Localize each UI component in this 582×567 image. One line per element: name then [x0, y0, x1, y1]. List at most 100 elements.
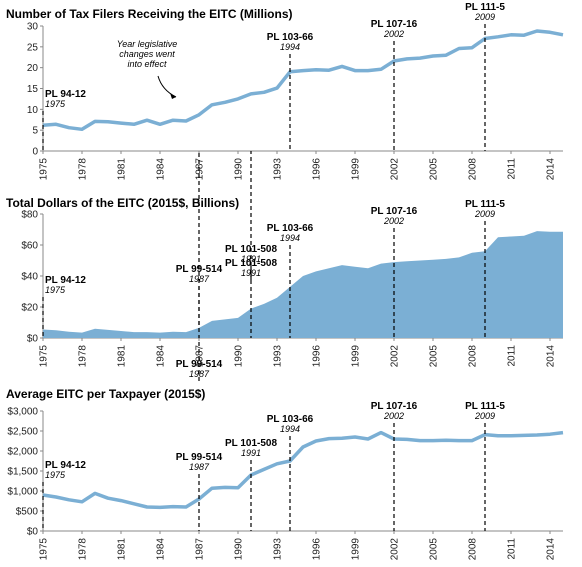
- chart-2-x-tick-label: 2011: [507, 538, 518, 560]
- chart-1-title: Total Dollars of the EITC (2015$, Billio…: [6, 196, 239, 210]
- chart-1-legislation-year: 1991: [241, 254, 261, 264]
- chart-1-y-tick-label: $60: [21, 241, 38, 252]
- chart-0-legislation-name: PL 103-66: [267, 32, 314, 43]
- chart-2-y-tick-label: $1,000: [7, 487, 38, 498]
- chart-2-x-tick-label: 2008: [468, 538, 479, 561]
- chart-2-x-tick-label: 1981: [117, 538, 128, 561]
- chart-1-area: [43, 231, 563, 338]
- chart-1-y-tick-label: $20: [21, 303, 38, 314]
- chart-2-x-tick-label: 1978: [78, 538, 89, 561]
- chart-2-x-tick-label: 1996: [312, 538, 323, 561]
- chart-2-y-tick-label: $1,500: [7, 467, 38, 478]
- chart-2-x-tick-label: 1993: [273, 538, 284, 561]
- chart-2-legislation-name: PL 103-66: [267, 414, 314, 425]
- chart-2-y-tick-label: $0: [27, 527, 39, 538]
- chart-0-legislation-name: PL 111-5: [465, 2, 505, 13]
- chart-0-x-tick-label: 1990: [234, 158, 245, 181]
- chart-1-legislation-year: 1975: [45, 285, 66, 295]
- chart-1-legislation-year: 1994: [280, 233, 300, 243]
- chart-2-y-tick-label: $3,000: [7, 407, 38, 418]
- chart-1-x-tick-label: 1984: [156, 345, 167, 368]
- chart-0-title: Number of Tax Filers Receiving the EITC …: [6, 7, 293, 21]
- chart-1-x-tick-label: 1993: [273, 345, 284, 368]
- chart-1-legislation-name: PL 103-66: [267, 223, 314, 234]
- chart-0-x-tick-label: 1996: [312, 158, 323, 181]
- chart-0-x-tick-label: 1993: [273, 158, 284, 181]
- chart-0-legislation-name: PL 99-514: [176, 359, 223, 370]
- chart-1-legislation-year: 2009: [474, 209, 495, 219]
- chart-0-annotation-line: into effect: [127, 59, 167, 69]
- chart-1-x-tick-label: 1999: [351, 345, 362, 368]
- chart-0-legislation-name: PL 94-12: [45, 89, 86, 100]
- chart-2-x-tick-label: 2002: [390, 538, 401, 561]
- chart-0-legislation-name: PL 101-508: [225, 258, 278, 269]
- chart-2-x-tick-label: 1999: [351, 538, 362, 561]
- chart-1-y-tick-label: $80: [21, 210, 38, 221]
- chart-2-y-tick-label: $2,000: [7, 447, 38, 458]
- chart-0-annotation-line: Year legislative: [117, 39, 178, 49]
- chart-0-x-tick-label: 2002: [390, 158, 401, 181]
- chart-2-legislation-year: 1987: [189, 462, 210, 472]
- chart-2-x-tick-label: 1990: [234, 538, 245, 561]
- chart-0-legislation-year: 1994: [280, 42, 300, 52]
- chart-2-legislation-year: 1994: [280, 424, 300, 434]
- chart-1-x-tick-label: 1987: [195, 345, 206, 368]
- chart-1-x-tick-label: 2002: [390, 345, 401, 368]
- chart-0-y-tick-label: 0: [32, 147, 38, 158]
- chart-0-y-tick-label: 20: [27, 63, 39, 74]
- chart-2-x-tick-label: 1984: [156, 538, 167, 561]
- chart-1-legislation-name: PL 101-508: [225, 244, 278, 255]
- chart-1-legislation-year: 2002: [383, 216, 404, 226]
- chart-0-y-tick-label: 5: [32, 126, 38, 137]
- chart-0-x-tick-label: 1978: [78, 158, 89, 181]
- chart-1-legislation-year: 1987: [189, 274, 210, 284]
- chart-1-x-tick-label: 1990: [234, 345, 245, 368]
- chart-0-x-tick-label: 2014: [546, 158, 557, 181]
- chart-1-x-tick-label: 2008: [468, 345, 479, 368]
- chart-0-x-tick-label: 1999: [351, 158, 362, 181]
- chart-2-title: Average EITC per Taxpayer (2015$): [6, 387, 205, 401]
- chart-0-legislation-year: 1975: [45, 99, 66, 109]
- chart-0-y-tick-label: 10: [27, 105, 39, 116]
- chart-1-x-tick-label: 1981: [117, 345, 128, 368]
- chart-1-x-tick-label: 2005: [429, 345, 440, 368]
- chart-1-x-tick-label: 1975: [39, 345, 50, 368]
- chart-2-legislation-year: 2009: [474, 411, 495, 421]
- chart-2-x-tick-label: 2014: [546, 538, 557, 561]
- chart-1-x-tick-label: 1978: [78, 345, 89, 368]
- chart-1-x-tick-label: 2011: [507, 345, 518, 367]
- chart-2-legislation-name: PL 107-16: [371, 401, 418, 412]
- chart-0-y-tick-label: 25: [27, 42, 39, 53]
- chart-0-x-tick-label: 1984: [156, 158, 167, 181]
- chart-1-y-tick-label: $0: [27, 334, 39, 345]
- chart-2-y-tick-label: $500: [16, 507, 39, 518]
- chart-2-legislation-year: 1991: [241, 448, 261, 458]
- chart-0-x-tick-label: 1987: [195, 158, 206, 181]
- chart-2-legislation-name: PL 101-508: [225, 438, 278, 449]
- chart-0-x-tick-label: 2011: [507, 158, 518, 180]
- chart-2-legislation-year: 2002: [383, 411, 404, 421]
- chart-0-annotation-arrow: [157, 75, 177, 98]
- chart-2-y-tick-label: $2,500: [7, 427, 38, 438]
- chart-2-legislation-name: PL 111-5: [465, 401, 505, 412]
- chart-2-x-tick-label: 1975: [39, 538, 50, 561]
- chart-0-legislation-year: 1987: [189, 369, 210, 379]
- chart-1-x-tick-label: 1996: [312, 345, 323, 368]
- chart-1-legislation-name: PL 94-12: [45, 275, 86, 286]
- chart-1-legislation-name: PL 111-5: [465, 199, 505, 210]
- chart-0-annotation-arrowhead: [170, 93, 176, 99]
- chart-0-legislation-year: 2002: [383, 29, 404, 39]
- chart-2-series-line: [42, 430, 564, 510]
- chart-0-x-tick-label: 2008: [468, 158, 479, 181]
- chart-2-x-tick-label: 1987: [195, 538, 206, 561]
- chart-1-x-tick-label: 2014: [546, 345, 557, 368]
- chart-2-legislation-name: PL 99-514: [176, 452, 223, 463]
- chart-0-legislation-name: PL 107-16: [371, 19, 418, 30]
- chart-0-x-tick-label: 1975: [39, 158, 50, 181]
- chart-2-x-tick-label: 2005: [429, 538, 440, 561]
- chart-1-legislation-name: PL 107-16: [371, 206, 418, 217]
- chart-2-legislation-name: PL 94-12: [45, 460, 86, 471]
- chart-0-annotation-line: changes went: [119, 49, 175, 59]
